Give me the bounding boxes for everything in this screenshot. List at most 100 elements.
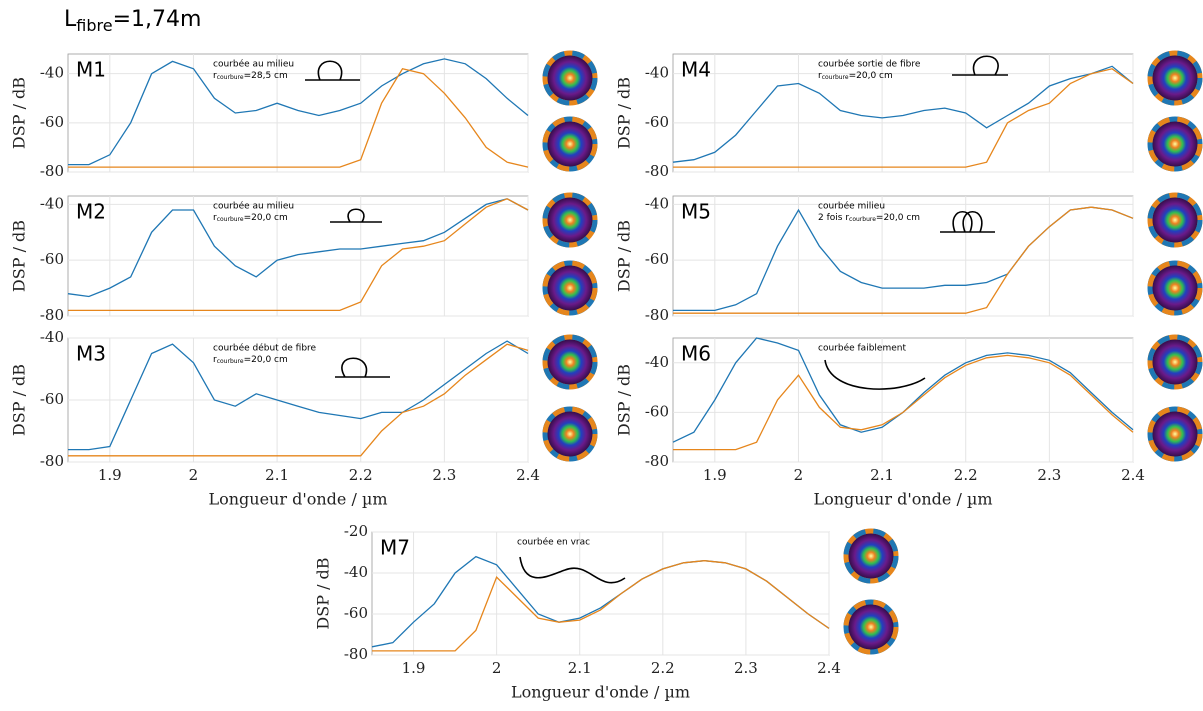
mode-image [545,409,595,459]
panel-label: M1 [76,58,106,82]
panel: 1.9 2 2.1 2.2 2.3 2.4 -80 -60 -40 -20 M7 DSP / dB Lo… [314,522,899,702]
y-tick-label: -40 [645,353,669,371]
mode-ring [1147,116,1203,172]
x-tick-label: 2.2 [651,659,675,677]
plot-area [67,53,529,173]
bend-icon [330,208,382,223]
annotation-radius: rcourbure=28,5 cm [213,71,288,81]
panel: 1.9 2 2.1 2.2 2.3 2.4 -80 -60 -40 M3 DSP / dB Longu… [10,328,598,509]
y-axis-label: DSP / dB [10,77,29,149]
x-tick-label: 2 [794,466,804,484]
x-tick-label: 2.4 [817,659,841,677]
y-axis-label: DSP / dB [10,220,29,292]
series-line [68,340,529,451]
annotation-r: r [213,71,217,81]
series-line [68,198,529,312]
x-axis-label: Longueur d'onde / µm [208,490,387,509]
annotation-prefix: 2 fois [818,213,845,223]
x-tick-label: 1.9 [703,466,727,484]
y-tick-label: -40 [40,194,64,212]
mode-ring [542,334,598,390]
annotation: courbée sortie de fibre [818,59,921,70]
mode-image [545,53,595,103]
annotation-r-sub: courbure [849,216,876,223]
x-tick-label: 2.4 [516,466,540,484]
y-tick-label: -20 [344,522,368,540]
mode-image [846,602,896,652]
panel: -80 -60 -40 M1 DSP / dB courbée au milieurcou… [10,50,598,180]
bend-icon [940,210,995,233]
plot-area [67,195,529,317]
mode-ring [542,50,598,106]
series-line [673,68,1134,168]
series-line [67,198,529,298]
panel: -80 -60 -40 M2 DSP / dB courbée au milieurcou… [10,192,598,324]
panel-label: M2 [76,200,106,224]
panel-label: M5 [681,200,711,224]
bend-icon [335,357,390,378]
annotation-radius: rcourbure=20,0 cm [213,355,288,365]
mode-ring [1147,50,1203,106]
mode-ring [843,528,899,584]
x-tick-label: 2 [492,659,502,677]
header-rest: =1,74m [113,7,202,32]
y-tick-label: -40 [645,194,669,212]
mode-image [1150,195,1200,245]
y-axis-label: DSP / dB [615,364,634,436]
y-axis-label: DSP / dB [314,557,333,629]
annotation-r-sub: courbure [822,74,849,81]
x-axis-label: Longueur d'onde / µm [813,490,992,509]
bend-icon [952,55,1008,76]
mode-image [545,195,595,245]
mode-ring [843,599,899,655]
annotation-r: r [213,213,217,223]
y-tick-label: -80 [645,306,669,324]
annotation-r-value: =20,0 cm [876,213,920,223]
x-tick-label: 1.9 [402,659,426,677]
x-tick-label: 2.1 [568,659,592,677]
mode-ring [1147,260,1203,316]
panel-label: M7 [380,536,410,560]
mode-ring [1147,192,1203,248]
panel-label: M4 [681,58,711,82]
series-line [672,65,1134,163]
annotation-r-sub: courbure [217,358,244,365]
annotation: courbée faiblement [818,343,906,354]
mode-ring [1147,334,1203,390]
y-tick-label: -40 [40,64,64,82]
x-tick-label: 2.3 [1037,466,1061,484]
annotation-r-value: =20,0 cm [849,71,893,81]
x-tick-label: 2.3 [432,466,456,484]
y-tick-label: -60 [645,402,669,420]
series-line [68,58,529,166]
annotation-r: r [213,355,217,365]
y-tick-label: -60 [40,250,64,268]
series-line [673,206,1134,314]
y-tick-label: -60 [344,604,368,622]
annotation: courbée au milieu [213,59,294,70]
panel-label: M3 [76,342,106,366]
mode-image [545,337,595,387]
mode-image [545,119,595,169]
y-axis-label: DSP / dB [615,220,634,292]
mode-image [545,263,595,313]
annotation: courbée début de fibre [213,343,317,354]
annotation-r-value: =20,0 cm [244,355,288,365]
y-tick-label: -80 [645,452,669,470]
plot-area [371,531,830,656]
annotation-r-value: =28,5 cm [244,71,288,81]
y-tick-label: -40 [645,64,669,82]
plot-area [672,195,1134,317]
annotation-r-sub: courbure [217,216,244,223]
series-line [68,68,529,168]
mode-ring [1147,406,1203,462]
mode-image [1150,53,1200,103]
y-axis-label: DSP / dB [615,77,634,149]
x-tick-label: 2.1 [870,466,894,484]
y-tick-label: -80 [40,306,64,324]
annotation-radius: 2 fois rcourbure=20,0 cm [818,213,920,223]
y-axis-label: DSP / dB [10,364,29,436]
series-line [673,354,1134,451]
y-tick-label: -40 [40,328,64,346]
